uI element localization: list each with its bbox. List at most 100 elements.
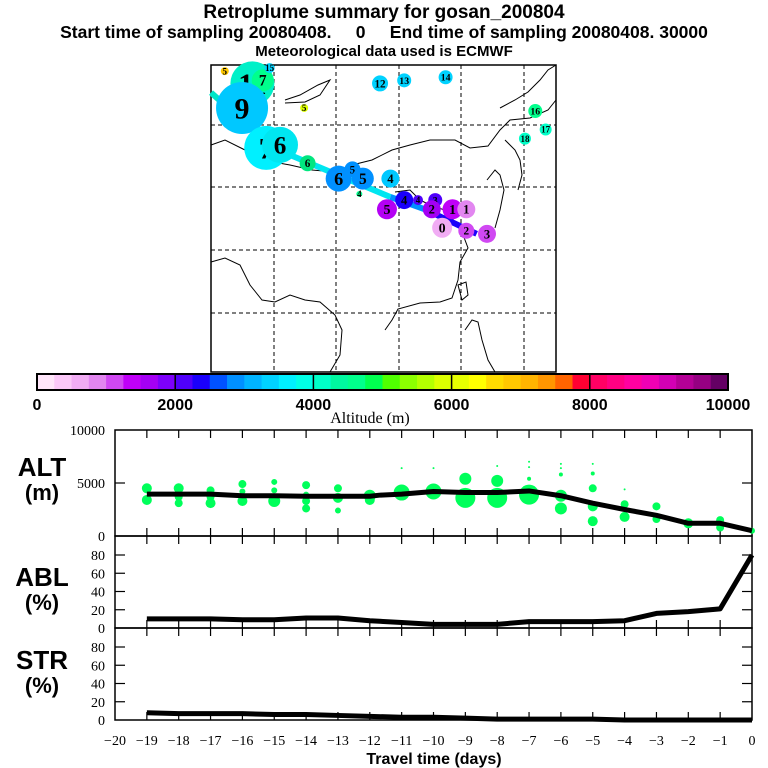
particle-dot — [237, 496, 248, 507]
y-tick-label: 60 — [91, 659, 105, 674]
y-tick-label: 20 — [91, 604, 105, 619]
particle-dot — [558, 472, 563, 477]
plume-marker — [458, 222, 475, 239]
plume-marker — [372, 75, 389, 92]
plume-marker — [397, 73, 412, 88]
colorbar-frame — [36, 373, 729, 391]
colorbar-swatch — [434, 374, 453, 390]
marker-day-label: 6 — [274, 133, 287, 160]
str-unit: (%) — [24, 673, 60, 698]
particle-dot — [141, 483, 152, 494]
marker-day-label: 6 — [305, 158, 311, 170]
particle-dot — [334, 507, 341, 514]
colorbar-swatch — [572, 374, 591, 390]
marker-day-label: 6 — [334, 169, 343, 189]
plume-marker — [376, 199, 397, 220]
coastline — [464, 319, 496, 373]
colorbar-swatch — [468, 374, 487, 390]
marker-day-label: 15 — [265, 63, 275, 73]
x-tick-label: −19 — [136, 734, 158, 749]
marker-day-label: 1 — [463, 203, 469, 217]
str-label: STR — [16, 645, 68, 675]
y-tick-label: 10000 — [70, 424, 105, 439]
y-tick-label: 80 — [91, 641, 105, 656]
alt-label: ALT — [17, 452, 67, 482]
plume-marker — [264, 63, 275, 74]
x-tick-label: −9 — [458, 734, 473, 749]
y-tick-label: 80 — [91, 549, 105, 564]
abl-unit: (%) — [24, 590, 60, 615]
marker-day-label: 13 — [399, 76, 409, 87]
marker-day-label: 5 — [223, 66, 228, 76]
plume-marker — [442, 199, 463, 220]
colorbar-swatch — [641, 374, 660, 390]
colorbar-swatch — [503, 374, 522, 390]
particle-dot — [588, 484, 597, 493]
colorbar-label: Altitude (m) — [330, 410, 410, 427]
plume-marker — [251, 69, 274, 92]
plume-marker — [299, 155, 316, 172]
particle-dot — [205, 498, 216, 509]
marker-day-label: 2 — [429, 203, 435, 217]
marker-day-label: 14 — [441, 73, 451, 84]
x-tick-label: −17 — [200, 734, 222, 749]
particle-dot — [652, 502, 661, 511]
colorbar-tick-label: 0 — [33, 397, 42, 414]
marker-day-label: 5 — [383, 203, 390, 218]
plume-marker — [300, 103, 309, 112]
plume-marker — [216, 81, 269, 134]
plume-marker — [220, 67, 229, 76]
y-tick-label: 20 — [91, 696, 105, 711]
x-tick-label: −13 — [327, 734, 349, 749]
colorbar-swatch — [399, 374, 418, 390]
colorbar-swatch — [624, 374, 643, 390]
colorbar-swatch — [71, 374, 90, 390]
colorbar-swatch — [417, 374, 435, 390]
x-axis-label: Travel time (days) — [366, 751, 501, 768]
marker-day-label: 5 — [302, 103, 307, 113]
colorbar-swatch — [313, 374, 332, 390]
plume-marker — [413, 195, 423, 206]
colorbar-tick-label: 2000 — [157, 397, 193, 414]
colorbar-swatch — [296, 374, 314, 390]
abl-panel: 0 20 40 60 80 — [91, 535, 755, 637]
colorbar-swatch — [365, 374, 383, 390]
plume-marker — [432, 217, 453, 238]
x-tick-label: −15 — [263, 734, 285, 749]
colorbar: 0 2000 4000 6000 8000 10000 — [33, 373, 750, 414]
x-tick-label: −20 — [104, 734, 126, 749]
marker-day-label: 16 — [530, 106, 540, 117]
colorbar-swatch — [607, 374, 625, 390]
particle-dot — [141, 494, 152, 505]
marker-day-label: 4 — [401, 193, 408, 207]
particle-dot — [587, 516, 598, 527]
particle-dot — [271, 487, 278, 494]
particle-dot — [519, 484, 540, 505]
plume-marker — [518, 132, 531, 145]
marker-day-label: 4 — [357, 189, 362, 199]
particle-dot — [459, 472, 472, 485]
plume-marker — [438, 70, 453, 85]
marker-day-label: 4 — [416, 195, 421, 205]
colorbar-swatch — [209, 374, 228, 390]
particle-dot — [271, 478, 278, 485]
particle-dot — [432, 467, 435, 470]
marker-day-label: 9 — [235, 92, 250, 125]
coastline — [284, 78, 332, 104]
x-tick-label: −6 — [553, 734, 568, 749]
particle-dot — [173, 483, 184, 494]
colorbar-swatch — [676, 374, 694, 390]
x-tick-label: −10 — [423, 734, 445, 749]
marker-day-label: 3 — [484, 227, 490, 241]
particle-dot — [527, 476, 532, 481]
map-panel: 11751597651213141617186655445443211023 — [209, 61, 557, 373]
plume-marker — [539, 123, 552, 136]
x-tick-label: −8 — [490, 734, 505, 749]
alt-unit: (m) — [24, 480, 60, 505]
marker-day-label: 1 — [449, 203, 456, 218]
plume-marker — [381, 169, 400, 188]
y-tick-label: 40 — [91, 586, 105, 601]
colorbar-swatch — [37, 374, 55, 390]
colorbar-swatch — [555, 374, 574, 390]
particle-dot — [239, 488, 246, 495]
